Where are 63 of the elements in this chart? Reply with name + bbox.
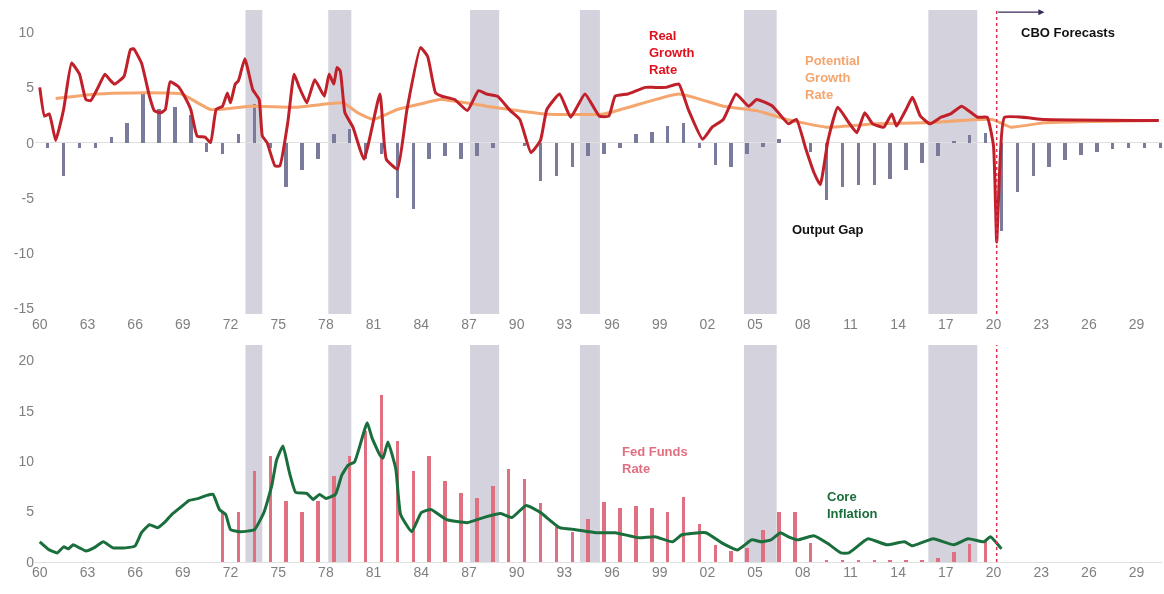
x-tick-label: 17 — [938, 316, 954, 332]
y-tick-label: 5 — [26, 79, 35, 96]
x-tick-label: 72 — [222, 316, 239, 332]
y-tick-label: -10 — [13, 245, 35, 262]
x-tick-label: 81 — [365, 316, 382, 332]
x-tick-label: 26 — [1081, 564, 1097, 580]
x-tick-label: 69 — [175, 316, 191, 332]
x-tick-label: 75 — [270, 564, 287, 580]
x-tick-label: 23 — [1033, 316, 1050, 332]
x-tick-label: 81 — [365, 564, 382, 580]
x-tick-label: 08 — [794, 564, 811, 580]
x-tick-label: 11 — [843, 564, 858, 580]
series-label: Core Inflation — [827, 489, 878, 521]
x-tick-label: 20 — [985, 564, 1002, 580]
y-tick-label: 5 — [26, 503, 35, 520]
series-label: Fed Funds Rate — [622, 444, 688, 476]
y-tick-label: 10 — [18, 24, 35, 41]
x-tick-label: 11 — [843, 316, 858, 332]
x-tick-label: 23 — [1033, 564, 1050, 580]
x-tick-label: 63 — [79, 564, 96, 580]
x-tick-label: 93 — [556, 564, 573, 580]
y-tick-label: 10 — [18, 452, 35, 469]
x-tick-label: 96 — [604, 316, 621, 332]
x-tick-label: 99 — [651, 316, 668, 332]
x-tick-label: 66 — [127, 564, 144, 580]
x-tick-label: 17 — [938, 564, 954, 580]
x-tick-label: 60 — [31, 316, 48, 332]
text: Output Gap — [792, 222, 864, 237]
y-tick-label: -15 — [13, 300, 35, 317]
annotation: CBO Forecasts — [1021, 25, 1115, 40]
x-tick-label: 63 — [79, 316, 96, 332]
y-tick-label: 20 — [18, 352, 35, 369]
y-tick-label: 0 — [26, 134, 35, 151]
x-tick-label: 75 — [270, 316, 287, 332]
x-tick-label: 99 — [651, 564, 668, 580]
x-tick-label: 29 — [1128, 316, 1145, 332]
x-tick-label: 72 — [222, 564, 239, 580]
x-tick-label: 66 — [127, 316, 144, 332]
x-tick-label: 78 — [318, 316, 334, 332]
x-tick-label: 78 — [318, 564, 334, 580]
x-tick-label: 08 — [794, 316, 811, 332]
y-tick-label: -5 — [21, 189, 35, 206]
x-tick-label: 90 — [508, 316, 525, 332]
x-tick-label: 05 — [747, 316, 764, 332]
x-tick-label: 14 — [890, 564, 907, 580]
x-tick-label: 93 — [556, 316, 573, 332]
x-tick-label: 84 — [413, 564, 430, 580]
x-tick-label: 69 — [175, 564, 191, 580]
y-tick-label: 15 — [18, 402, 35, 419]
x-tick-label: 96 — [604, 564, 621, 580]
x-tick-label: 02 — [699, 316, 716, 332]
series-label: Real Growth Rate — [649, 28, 695, 77]
x-tick-label: 87 — [461, 564, 477, 580]
x-tick-label: 29 — [1128, 564, 1145, 580]
x-tick-label: 20 — [985, 316, 1002, 332]
x-tick-label: 87 — [461, 316, 477, 332]
x-tick-label: 02 — [699, 564, 716, 580]
x-tick-label: 84 — [413, 316, 430, 332]
x-tick-label: 90 — [508, 564, 525, 580]
x-tick-label: 14 — [890, 316, 907, 332]
x-tick-label: 26 — [1081, 316, 1097, 332]
x-tick-label: 05 — [747, 564, 764, 580]
series-label: Potential Growth Rate — [805, 53, 860, 102]
